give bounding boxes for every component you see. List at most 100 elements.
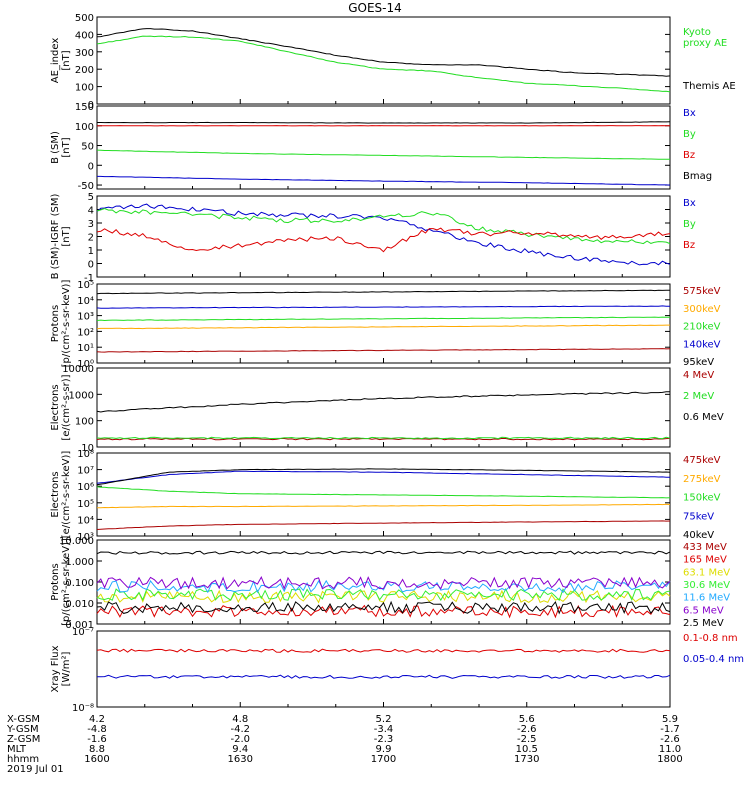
y-tick-label: 10⁴	[77, 296, 94, 307]
legend-label: 140keV	[683, 339, 721, 350]
ephemeris-value: 1700	[371, 754, 396, 765]
series-75kev	[96, 470, 670, 484]
legend-label-line: 95keV	[683, 357, 714, 368]
legend-label-line: 300keV	[683, 304, 721, 315]
ephemeris-value: -2.5	[517, 734, 537, 745]
y-tick-label: 3	[88, 219, 94, 230]
legend-label-line: 210keV	[683, 322, 721, 333]
ephemeris-row-label: hhmm	[7, 754, 39, 765]
series-2-5-mev	[96, 600, 671, 615]
series-275kev	[96, 503, 671, 509]
legend-label: Kyoto proxy AE	[683, 27, 727, 49]
legend-label: 0.05-0.4 nm	[683, 654, 744, 665]
series-11-6-mev	[96, 579, 671, 594]
legend-label-line: Themis AE	[682, 81, 736, 92]
legend-label: 165 MeV	[683, 555, 727, 566]
y-tick-label: 0	[88, 161, 94, 172]
y-axis-label-line: [p/(cm²-s-sr-keV)]	[61, 280, 72, 368]
legend-label-line: 0.6 MeV	[683, 412, 724, 423]
legend-label-line: 0.1-0.8 nm	[683, 633, 738, 644]
y-axis-label-line: AE_index	[50, 38, 61, 84]
y-tick-label: 100	[75, 122, 94, 133]
y-tick-label: -50	[78, 181, 94, 192]
ephemeris-value: -2.6	[660, 734, 680, 745]
series-6-5-mev	[96, 576, 671, 590]
ephemeris-value: -1.6	[87, 734, 107, 745]
legend-label: 210keV	[683, 322, 721, 333]
y-tick-label: 100	[75, 417, 94, 428]
series-300kev	[96, 324, 670, 330]
y-axis-label-line: B (SM)-IGRF (SM)	[50, 194, 61, 280]
legend-label-line: 165 MeV	[683, 555, 727, 566]
series-40kev	[96, 468, 671, 486]
series-by	[96, 149, 671, 160]
panel-electrons_kev: 10⁸ 10⁷ 10⁶ 10⁵ 10⁴ 10³ Electrons[e/(cm²-s-sr-…	[50, 449, 721, 543]
series-0-05-0-4-nm	[96, 674, 671, 679]
ephemeris-value: -3.4	[374, 724, 394, 735]
legend-label-line: 6.5 MeV	[683, 605, 724, 616]
legend-label-line: 75keV	[683, 511, 714, 522]
y-tick-label: 10⁻⁸	[72, 703, 94, 714]
ephemeris-value: 9.9	[376, 744, 392, 755]
panel-protons_mev: 10.0001.0000.1000.0100.001Protons[p/(cm²…	[50, 536, 730, 631]
series-95kev	[96, 289, 670, 295]
ephemeris-row-label: Y-GSM	[6, 724, 39, 735]
panel-frame	[96, 105, 671, 190]
y-axis-label-line: Electrons	[50, 471, 61, 517]
series-by	[96, 207, 671, 245]
y-axis-label: B (SM)[nT]	[50, 131, 72, 164]
legend-label-line: 4 MeV	[683, 370, 714, 381]
y-tick-label: 10⁸	[77, 449, 94, 460]
y-tick-label: 10²	[77, 327, 94, 338]
series-4-mev	[96, 437, 671, 441]
y-axis-label-line: Protons	[50, 305, 61, 342]
y-axis-label-line: [p/(cm²-s-sr-keV)]	[61, 538, 72, 626]
chart-title: GOES-14	[348, 1, 402, 15]
legend-label: 0.6 MeV	[683, 412, 724, 423]
y-axis-label: AE_index[nT]	[50, 38, 72, 84]
legend-label: Bmag	[683, 171, 712, 182]
panel-bsm: 150 100 50 0 -50 B (SM)[nT] Bx By Bz Bmag	[50, 102, 712, 192]
y-tick-label: -1	[84, 273, 94, 284]
legend-label-line: 150keV	[683, 493, 721, 504]
y-tick-label: 10⁰	[77, 359, 94, 370]
legend-label: 2.5 MeV	[683, 618, 724, 629]
y-tick-label: 1.000	[65, 557, 94, 568]
ephemeris-value: 5.2	[376, 714, 392, 725]
y-tick-label: 10⁵	[77, 280, 94, 291]
y-axis-label-line: [nT]	[61, 226, 72, 246]
series-575kev	[96, 348, 671, 353]
ephemeris-value: 11.0	[659, 744, 681, 755]
legend-label: 11.6 MeV	[683, 593, 730, 604]
y-axis-label-line: Xray Flux	[50, 645, 61, 692]
y-tick-label: 500	[75, 13, 94, 24]
series-475kev	[96, 520, 671, 530]
series-30-6-mev	[96, 587, 671, 602]
legend-label-line: Bz	[683, 240, 695, 251]
y-axis-label: Protons[p/(cm²-s-sr-keV)]	[50, 280, 72, 368]
series-0-1-0-8-nm	[96, 648, 671, 653]
legend-label: Themis AE	[682, 81, 736, 92]
ephemeris-value: 5.6	[519, 714, 535, 725]
y-tick-label: 400	[75, 30, 94, 41]
ephemeris-value: -2.6	[517, 724, 537, 735]
y-tick-label: 1000	[69, 390, 94, 401]
series-bx	[96, 203, 671, 266]
y-tick-label: 2	[88, 233, 94, 244]
legend-label: Bx	[683, 108, 696, 119]
y-tick-label: 0.010	[65, 599, 94, 610]
ephemeris-value: 1600	[84, 754, 109, 765]
legend-label-line: 433 MeV	[683, 542, 727, 553]
ephemeris-value: 1630	[228, 754, 253, 765]
ephemeris-value: 1800	[657, 754, 682, 765]
legend-label: Bz	[683, 240, 695, 251]
panel-digrf: 5 4 3 2 1 0 -1 B (SM)-IGRF (SM)[nT] Bx By Bz	[50, 192, 696, 284]
legend-label-line: 0.05-0.4 nm	[683, 654, 744, 665]
legend-label-line: Bx	[683, 198, 696, 209]
y-axis-label: Xray Flux[W/m²]	[50, 645, 72, 692]
y-axis-label-line: [e/(cm²-s-sr)]	[61, 374, 72, 440]
legend-label: 433 MeV	[683, 542, 727, 553]
y-axis-label: Protons[p/(cm²-s-sr-keV)]	[50, 538, 72, 626]
y-axis-label-line: [nT]	[61, 137, 72, 157]
